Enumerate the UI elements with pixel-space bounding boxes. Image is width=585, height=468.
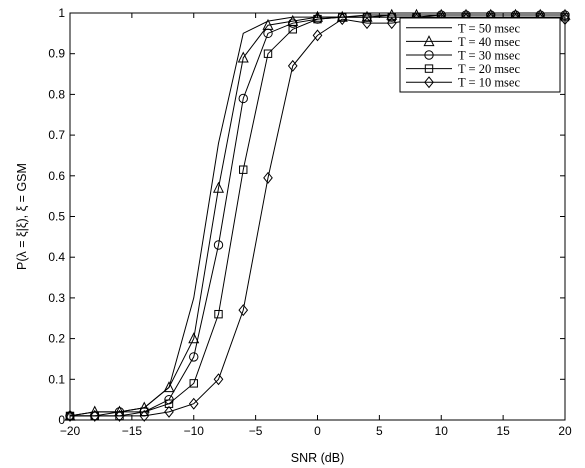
x-tick-label: 20: [558, 424, 572, 438]
legend-marker-circle: [424, 50, 434, 60]
data-point-circle: [189, 352, 199, 362]
data-point-diamond: [263, 171, 273, 184]
data-point-square: [288, 25, 297, 34]
data-point-diamond: [362, 17, 372, 30]
data-point-square: [313, 14, 322, 24]
x-tick-label: −15: [122, 424, 143, 438]
data-point-diamond: [65, 409, 75, 422]
data-point-diamond: [139, 409, 150, 422]
data-point-diamond: [560, 13, 570, 26]
data-point-diamond: [164, 405, 174, 418]
y-tick-label: 0: [58, 413, 65, 427]
legend-label: T = 10 msec: [458, 76, 520, 90]
legend-entry: T = 40 msec: [406, 35, 520, 49]
data-point-diamond: [89, 409, 100, 422]
x-tick-label: 15: [496, 424, 510, 438]
data-point-diamond: [213, 373, 224, 386]
x-tick-label: −20: [60, 424, 81, 438]
data-point-diamond: [312, 29, 323, 42]
data-point-diamond: [287, 59, 298, 72]
y-tick-label: 0.7: [48, 128, 65, 142]
axis-ticks: −20 −15 −10 −5 0 5 10 15 20 0 0.1 0.2 0.3 0.4 0.5 0.6 0.…: [48, 6, 572, 438]
data-point-diamond: [238, 304, 249, 317]
legend-label: T = 20 msec: [458, 62, 520, 76]
x-tick-label: −5: [249, 424, 263, 438]
y-tick-label: 1: [58, 6, 65, 20]
series-line: [70, 16, 565, 417]
y-axis-label: P(λ = ξ|ξ), ξ = GSM: [15, 163, 29, 270]
data-point-circle: [288, 18, 298, 28]
y-tick-label: 0.8: [48, 87, 65, 101]
data-point-square: [239, 165, 248, 174]
x-tick-label: 0: [314, 424, 321, 438]
y-tick-label: 0.4: [48, 250, 65, 264]
y-tick-label: 0.3: [48, 291, 65, 305]
data-point-square: [214, 309, 223, 319]
data-point-diamond: [386, 17, 397, 30]
legend-label: T = 50 msec: [458, 21, 520, 35]
data-point-square: [387, 12, 396, 22]
x-tick-label: 10: [435, 424, 449, 438]
x-tick-label: −10: [184, 424, 205, 438]
data-point-triangle: [386, 8, 398, 20]
data-point-triangle: [212, 181, 225, 193]
data-point-triangle: [311, 10, 324, 22]
data-point-triangle: [237, 51, 249, 63]
data-point-circle: [213, 240, 224, 250]
legend-entry: T = 50 msec: [406, 21, 520, 35]
data-point-square: [189, 379, 198, 388]
x-axis-label: SNR (dB): [291, 451, 344, 465]
data-point-triangle: [163, 381, 175, 393]
data-point-square: [263, 49, 273, 58]
data-point-square: [362, 12, 372, 22]
legend-marker-square: [424, 64, 434, 73]
legend-entry: T = 10 msec: [406, 76, 520, 90]
y-tick-label: 0.9: [48, 47, 65, 61]
data-point-diamond: [114, 409, 125, 422]
y-tick-label: 0.1: [48, 372, 65, 386]
y-tick-label: 0.2: [48, 332, 65, 346]
legend-entry: T = 20 msec: [406, 62, 520, 76]
data-point-diamond: [337, 13, 348, 26]
y-tick-label: 0.6: [48, 169, 65, 183]
data-point-diamond: [188, 397, 199, 410]
y-tick-label: 0.5: [48, 210, 65, 224]
data-point-triangle: [188, 332, 200, 344]
data-point-circle: [238, 93, 248, 104]
legend-label: T = 30 msec: [458, 49, 520, 63]
legend-label: T = 40 msec: [458, 35, 520, 49]
legend-marker-triangle: [423, 35, 435, 47]
legend-marker-diamond: [424, 76, 434, 89]
legend-entry: T = 30 msec: [406, 49, 520, 63]
series-lines: [64, 8, 571, 422]
x-tick-label: 5: [376, 424, 383, 438]
data-point-circle: [263, 28, 273, 39]
